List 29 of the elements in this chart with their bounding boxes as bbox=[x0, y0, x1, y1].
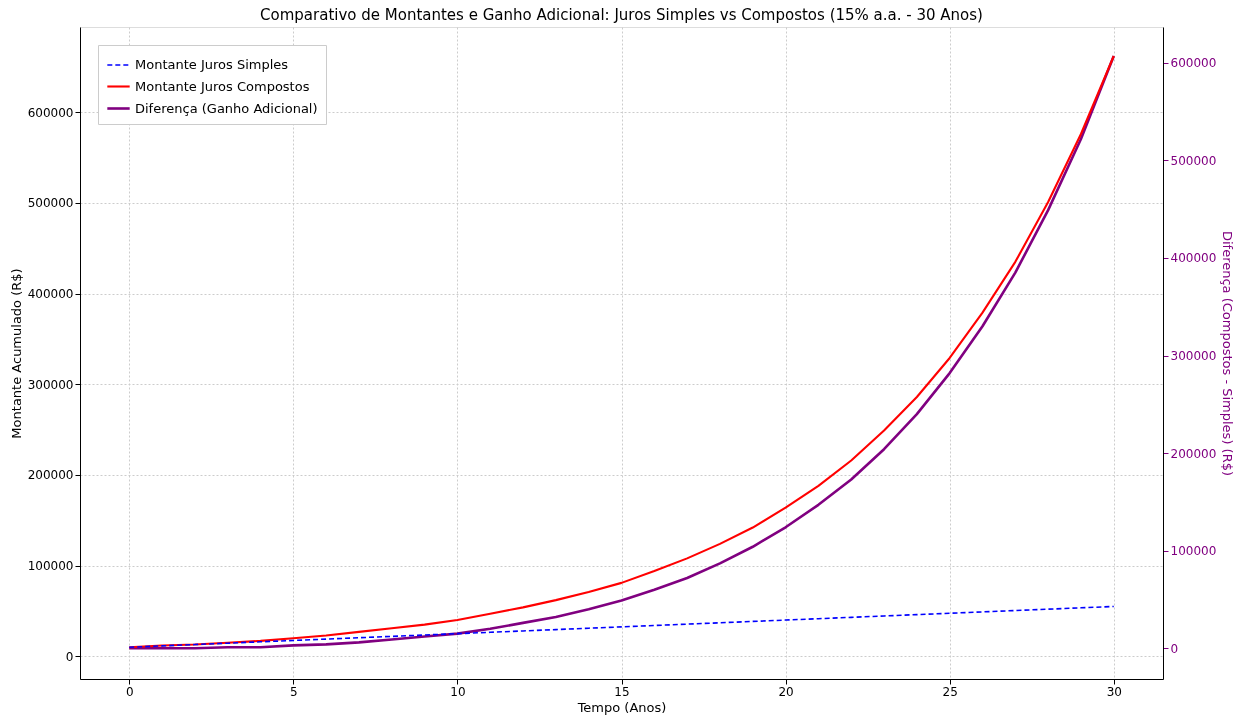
x-tick-label: 20 bbox=[778, 684, 794, 699]
x-tick-label: 30 bbox=[1106, 684, 1122, 699]
y-tick-label: 0 bbox=[65, 649, 74, 664]
x-tick-label: 0 bbox=[125, 684, 134, 699]
x-tick-label: 10 bbox=[450, 684, 466, 699]
line-series bbox=[128, 605, 1115, 649]
y2-tick-label: 400000 bbox=[1170, 251, 1217, 266]
y-tick-label: 600000 bbox=[27, 105, 74, 120]
legend-label: Diferença (Ganho Adicional) bbox=[135, 100, 318, 116]
y-tick-label: 300000 bbox=[27, 377, 74, 392]
y2-tick-label: 100000 bbox=[1170, 544, 1217, 559]
y2-axis-title: Diferença (Compostos - Simples) (R$) bbox=[1220, 230, 1236, 477]
x-axis-title: Tempo (Anos) bbox=[576, 699, 667, 715]
x-tick-label: 25 bbox=[942, 684, 958, 699]
x-tick-label: 5 bbox=[290, 684, 298, 699]
y2-tick-label: 600000 bbox=[1170, 56, 1217, 71]
y2-tick-label: 300000 bbox=[1170, 349, 1217, 364]
y-axis-title: Montante Acumulado (R$) bbox=[8, 268, 24, 439]
y-tick-label: 200000 bbox=[27, 468, 74, 483]
y2-tick-label: 200000 bbox=[1170, 446, 1217, 461]
x-tick-label: 15 bbox=[614, 684, 630, 699]
y2-tick-label: 500000 bbox=[1170, 153, 1217, 168]
y-tick-label: 100000 bbox=[27, 559, 74, 574]
y2-tick-label: 0 bbox=[1170, 641, 1179, 656]
legend-label: Montante Juros Compostos bbox=[135, 78, 310, 94]
y-tick-label: 500000 bbox=[27, 196, 74, 211]
legend-label: Montante Juros Simples bbox=[135, 57, 289, 72]
y-tick-label: 400000 bbox=[27, 287, 74, 302]
chart-title: Comparativo de Montantes e Ganho Adicional: Juros Simples vs Compostos (15% a.a. - 30 Anos) bbox=[260, 6, 983, 24]
